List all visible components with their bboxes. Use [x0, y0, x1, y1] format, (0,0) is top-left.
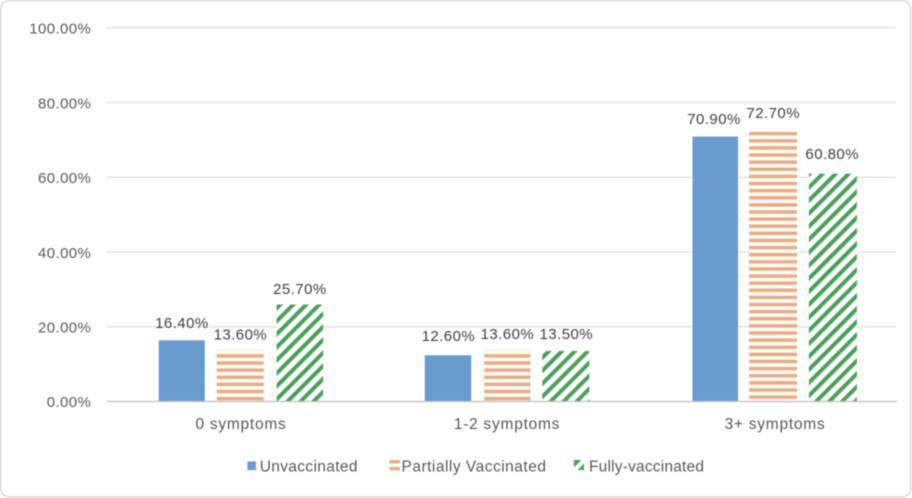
svg-text:25.70%: 25.70% [273, 281, 327, 298]
svg-text:3+ symptoms: 3+ symptoms [725, 416, 826, 433]
svg-text:0 symptoms: 0 symptoms [195, 416, 286, 433]
svg-text:12.60%: 12.60% [422, 328, 476, 345]
svg-text:Fully-vaccinated: Fully-vaccinated [589, 458, 704, 475]
svg-text:16.40%: 16.40% [155, 315, 209, 332]
svg-text:Partially Vaccinated: Partially Vaccinated [402, 458, 547, 475]
svg-text:40.00%: 40.00% [38, 245, 91, 262]
svg-text:60.80%: 60.80% [805, 146, 859, 163]
svg-text:20.00%: 20.00% [38, 320, 91, 337]
svg-text:80.00%: 80.00% [38, 95, 91, 112]
svg-text:Unvaccinated: Unvaccinated [260, 458, 358, 475]
svg-text:72.70%: 72.70% [746, 105, 800, 122]
svg-text:13.60%: 13.60% [214, 327, 268, 344]
svg-text:70.90%: 70.90% [687, 111, 741, 128]
svg-text:0.00%: 0.00% [47, 394, 92, 411]
svg-text:60.00%: 60.00% [38, 170, 91, 187]
svg-text:100.00%: 100.00% [29, 21, 91, 38]
svg-text:13.60%: 13.60% [481, 326, 535, 343]
svg-text:1-2 symptoms: 1-2 symptoms [454, 416, 560, 433]
svg-text:13.50%: 13.50% [540, 326, 594, 343]
